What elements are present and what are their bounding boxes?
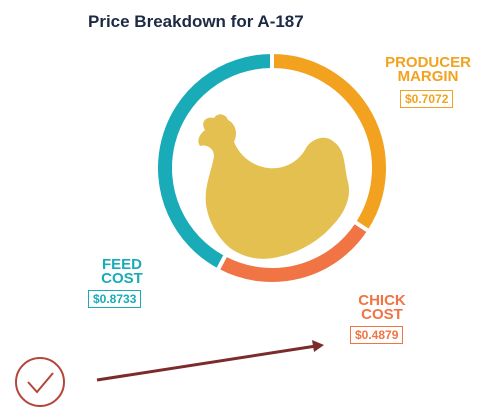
chicken-silhouette <box>198 114 349 258</box>
chart-title: Price Breakdown for A-187 <box>88 12 304 32</box>
category-label: PRODUCER MARGIN <box>372 56 477 84</box>
value-label: $0.8733 <box>88 290 141 308</box>
value-label: $0.7072 <box>400 90 453 108</box>
category-label: CHICK COST <box>340 294 424 322</box>
value-label: $0.4879 <box>350 326 403 344</box>
category-label: FEED COST <box>80 258 164 286</box>
arrow-line <box>97 346 316 380</box>
arrow-head <box>312 340 324 352</box>
check-mark <box>28 373 53 392</box>
check-circle <box>16 358 64 406</box>
page: {"chart_data": {"type": "pie", "donut": … <box>0 0 477 410</box>
